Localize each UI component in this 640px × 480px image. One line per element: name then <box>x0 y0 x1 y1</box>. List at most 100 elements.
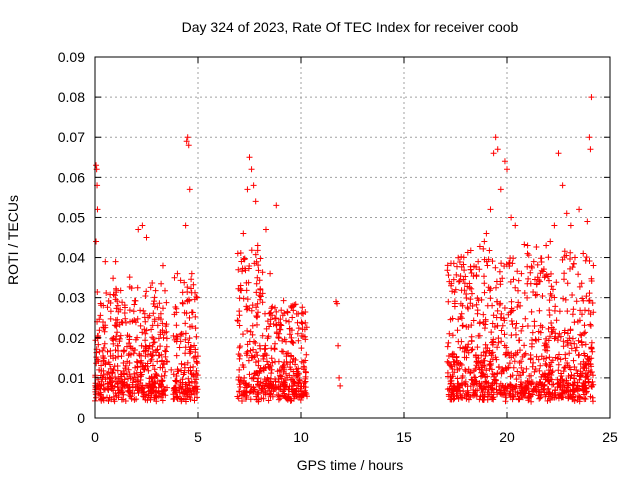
data-point <box>139 222 146 229</box>
data-point <box>283 358 290 365</box>
data-point <box>127 318 134 325</box>
data-point <box>254 242 261 249</box>
data-point <box>252 198 259 205</box>
data-point <box>273 202 280 209</box>
data-point <box>185 142 192 149</box>
data-point <box>589 378 596 385</box>
data-point <box>588 94 595 101</box>
data-point <box>93 238 100 245</box>
data-point <box>147 350 154 357</box>
data-point <box>118 378 125 385</box>
y-tick-labels: 0 0.01 0.02 0.03 0.04 0.05 0.06 0.07 0.08 0.09 <box>58 49 85 426</box>
data-point <box>131 370 138 377</box>
data-point <box>244 186 251 193</box>
data-point <box>110 366 117 373</box>
dense-cloud-marks <box>92 241 597 405</box>
data-point <box>246 154 253 161</box>
data-point <box>190 354 197 361</box>
data-point <box>559 182 566 189</box>
data-point <box>250 182 257 189</box>
data-point <box>248 166 255 173</box>
data-point <box>93 162 100 169</box>
data-point <box>236 366 243 373</box>
data-point <box>300 310 307 317</box>
data-point <box>555 150 562 157</box>
data-point <box>454 366 461 373</box>
axis-ticks <box>94 56 611 419</box>
data-point <box>295 370 302 377</box>
data-point <box>100 354 107 361</box>
plot-frame <box>94 56 611 419</box>
data-point <box>104 370 111 377</box>
y-tick-label: 0.03 <box>58 290 85 306</box>
data-point <box>536 278 543 285</box>
data-point <box>468 290 475 297</box>
data-point <box>96 366 103 373</box>
data-point <box>335 342 342 349</box>
data-point <box>192 370 199 377</box>
data-point <box>337 382 344 389</box>
data-marks <box>93 94 596 389</box>
y-tick-label: 0.04 <box>58 250 85 266</box>
data-point <box>277 326 284 333</box>
data-point <box>155 314 162 321</box>
y-tick-label: 0.05 <box>58 209 85 225</box>
data-point <box>584 218 591 225</box>
data-point <box>462 378 469 385</box>
data-point <box>571 254 578 261</box>
data-point <box>184 134 191 141</box>
data-point <box>524 242 531 249</box>
data-point <box>106 378 113 385</box>
data-point <box>490 150 497 157</box>
data-point <box>188 270 195 277</box>
data-point <box>487 206 494 213</box>
data-point <box>178 330 185 337</box>
data-point <box>262 226 269 233</box>
data-point <box>102 258 109 265</box>
data-point <box>483 230 490 237</box>
data-point <box>450 358 457 365</box>
data-point <box>530 258 537 265</box>
data-point <box>567 222 574 229</box>
data-point <box>159 262 166 269</box>
data-point <box>289 302 296 309</box>
y-tick-label: 0.01 <box>58 370 85 386</box>
data-point <box>494 146 501 153</box>
x-tick-label: 20 <box>499 429 515 445</box>
data-point <box>586 134 593 141</box>
x-tick-labels: 0 5 10 15 20 25 <box>91 429 618 445</box>
data-point <box>240 230 247 237</box>
data-point <box>512 222 519 229</box>
data-point <box>504 166 510 173</box>
data-point <box>543 242 550 249</box>
data-point <box>580 250 587 257</box>
data-point <box>168 366 175 373</box>
data-point <box>183 138 190 145</box>
data-density-clouds <box>92 241 597 405</box>
data-point <box>547 238 554 245</box>
data-point <box>98 382 105 389</box>
data-point <box>267 270 274 277</box>
data-point <box>458 310 465 317</box>
data-point <box>497 186 504 193</box>
data-point <box>112 258 119 265</box>
data-point <box>481 238 488 245</box>
data-point <box>508 214 515 221</box>
x-tick-label: 5 <box>194 429 202 445</box>
x-tick-label: 0 <box>91 429 99 445</box>
y-tick-label: 0.06 <box>58 169 85 185</box>
data-point <box>334 300 341 307</box>
data-point <box>256 342 263 349</box>
data-point <box>587 146 594 153</box>
y-axis-label: ROTI / TECUs <box>5 195 21 285</box>
data-point <box>122 362 129 369</box>
data-point <box>501 158 508 165</box>
data-point <box>302 378 309 385</box>
data-point <box>182 222 189 229</box>
y-tick-label: 0.02 <box>58 330 85 346</box>
data-point <box>143 234 150 241</box>
data-point <box>518 270 525 277</box>
data-point <box>151 374 158 381</box>
y-tick-label: 0.08 <box>58 89 85 105</box>
